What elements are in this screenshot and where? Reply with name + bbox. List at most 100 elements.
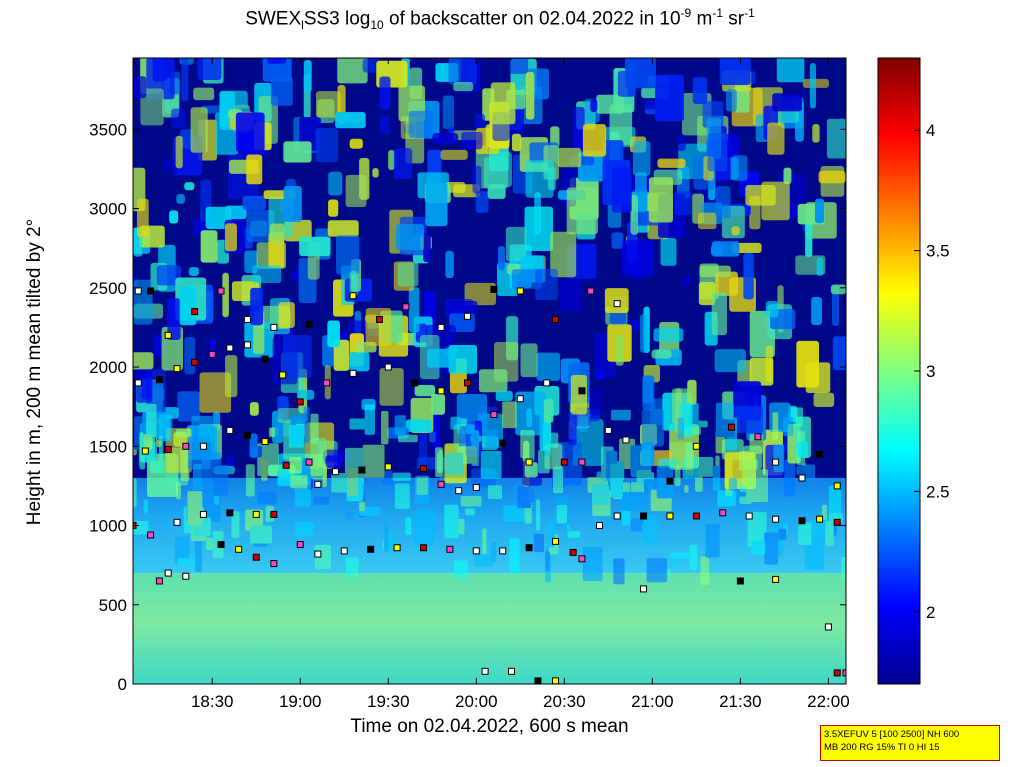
backscatter-cell (133, 76, 147, 99)
y-tick-label: 2500 (89, 279, 127, 298)
data-marker (243, 341, 251, 349)
data-marker (282, 461, 290, 469)
data-marker (772, 575, 780, 583)
backscatter-cell (181, 58, 189, 102)
backscatter-cell (567, 531, 581, 538)
title-sup: -1 (744, 6, 755, 20)
data-marker (525, 458, 533, 466)
backscatter-cell (133, 279, 153, 325)
backscatter-cell (498, 246, 505, 271)
backscatter-cell (278, 302, 295, 328)
backscatter-cell (642, 375, 654, 404)
backscatter-cell (472, 165, 482, 194)
title-part: of backscatter on 02.04.2022 in 10 (383, 8, 681, 30)
backscatter-cell (509, 538, 520, 574)
backscatter-cell (364, 404, 375, 435)
data-marker (516, 287, 524, 295)
backscatter-cell (419, 421, 428, 470)
backscatter-cell (250, 287, 264, 326)
data-marker (235, 545, 243, 553)
backscatter-cell (809, 63, 817, 109)
data-marker (419, 464, 427, 472)
data-marker (455, 487, 463, 495)
backscatter-cell (679, 402, 699, 427)
backscatter-cell (812, 123, 820, 143)
backscatter-cell (379, 368, 404, 406)
backscatter-cell (246, 210, 275, 242)
backscatter-cell (249, 402, 259, 416)
backscatter-cell (212, 464, 229, 496)
colorbar-tick-label: 3 (926, 362, 935, 381)
backscatter-cell (772, 93, 802, 112)
backscatter-cell (288, 425, 304, 448)
info-line-1: 3.5XEFUV 5 [100 2500] NH 600 (824, 729, 960, 740)
backscatter-cell (290, 475, 308, 489)
backscatter-cell (589, 389, 603, 416)
backscatter-cell (699, 265, 731, 278)
backscatter-cell (687, 379, 697, 405)
backscatter-cell (270, 76, 293, 106)
backscatter-cell (315, 128, 338, 163)
backscatter-cell (162, 158, 179, 174)
backscatter-cell (458, 518, 465, 535)
data-marker (252, 510, 260, 518)
data-marker (552, 315, 560, 323)
backscatter-cell (698, 281, 716, 306)
backscatter-cell (611, 409, 631, 421)
backscatter-cell (365, 308, 392, 346)
backscatter-cell (180, 442, 189, 475)
data-marker (155, 376, 163, 384)
backscatter-cell (798, 522, 812, 546)
backscatter-cell (613, 558, 625, 585)
backscatter-cell (814, 198, 825, 224)
data-marker (252, 553, 260, 561)
backscatter-cell (826, 118, 846, 159)
data-marker (208, 350, 216, 358)
info-line-2: MB 200 RG 15% TI 0 HI 15 (824, 742, 940, 753)
backscatter-cell (816, 257, 824, 276)
data-marker (270, 323, 278, 331)
backscatter-cell (751, 540, 766, 556)
data-marker (314, 550, 322, 558)
backscatter-cell (425, 182, 448, 227)
backscatter-cell (657, 158, 686, 168)
data-marker (270, 560, 278, 568)
backscatter-cell (615, 334, 624, 366)
backscatter-cell (670, 552, 692, 559)
backscatter-cell (525, 71, 535, 120)
data-marker (323, 379, 331, 387)
colorbar-tick-label: 4 (926, 121, 935, 140)
backscatter-cell (648, 177, 674, 223)
data-marker (314, 480, 322, 488)
data-marker (640, 512, 648, 520)
backscatter-cell (646, 558, 668, 583)
backscatter-cell (187, 491, 203, 526)
colorbar-tick-label: 2.5 (926, 482, 950, 501)
backscatter-cell (550, 231, 577, 278)
backscatter-cell (566, 187, 598, 235)
title-part: SS3 log (303, 8, 371, 30)
data-marker (692, 512, 700, 520)
data-marker (719, 509, 727, 517)
backscatter-cell (179, 286, 197, 326)
backscatter-cell (464, 282, 496, 306)
backscatter-cell (146, 403, 157, 438)
backscatter-cell (809, 519, 831, 536)
backscatter-cell (641, 408, 664, 447)
data-marker (578, 458, 586, 466)
backscatter-cell (503, 505, 526, 522)
backscatter-cell (394, 415, 406, 436)
data-marker (499, 439, 507, 447)
backscatter-cell (347, 468, 358, 496)
y-tick-label: 0 (118, 675, 127, 694)
data-marker (604, 426, 612, 434)
data-marker (305, 320, 313, 328)
backscatter-cell (505, 226, 527, 262)
data-marker (367, 545, 375, 553)
data-marker (226, 344, 234, 352)
backscatter-cell (192, 464, 204, 491)
data-marker (419, 544, 427, 552)
data-marker (243, 431, 251, 439)
backscatter-cell (427, 348, 456, 368)
backscatter-cell (416, 477, 428, 495)
